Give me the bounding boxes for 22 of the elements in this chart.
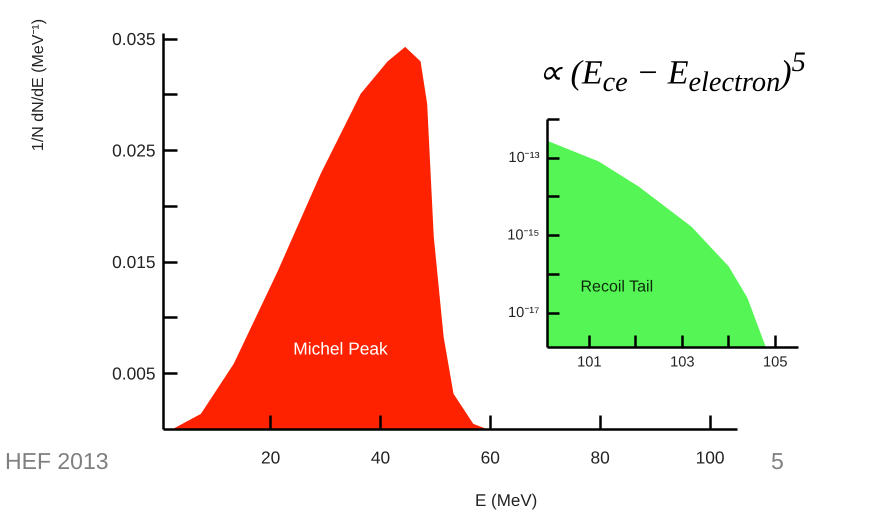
text: 5 <box>771 447 784 476</box>
x-tick-label: 40 <box>370 448 390 468</box>
y-tick-label: 0.025 <box>112 140 156 161</box>
y-tick-label: 10⁻¹³ <box>508 150 540 166</box>
y-tick-label: 0.035 <box>112 29 156 50</box>
x-tick-label: 105 <box>763 354 788 370</box>
x-tick-label: 60 <box>480 448 500 468</box>
y-axis-title: 1/N dN/dE (MeV⁻¹) <box>29 18 48 152</box>
x-tick-label: 20 <box>260 448 280 468</box>
x-tick-label: 80 <box>590 448 610 468</box>
y-tick-label: 0.015 <box>112 252 156 272</box>
x-axis-title: E (MeV) <box>475 490 538 512</box>
x-tick-label: 101 <box>577 354 602 370</box>
x-tick-label: 103 <box>670 354 695 370</box>
x-tick-label: 100 <box>696 448 724 468</box>
y-tick-label: 10⁻¹⁵ <box>507 228 540 244</box>
annotation: Recoil Tail <box>580 278 654 296</box>
y-tick-label: 10⁻¹⁷ <box>508 305 540 322</box>
y-tick-label: 0.005 <box>112 364 156 384</box>
annotation: ∝ (E$_{ce}$ − E$_{electron}$)$^{5}$ <box>538 46 806 100</box>
annotation: Michel Peak <box>293 338 388 358</box>
text: HEF 2013 <box>5 447 109 476</box>
